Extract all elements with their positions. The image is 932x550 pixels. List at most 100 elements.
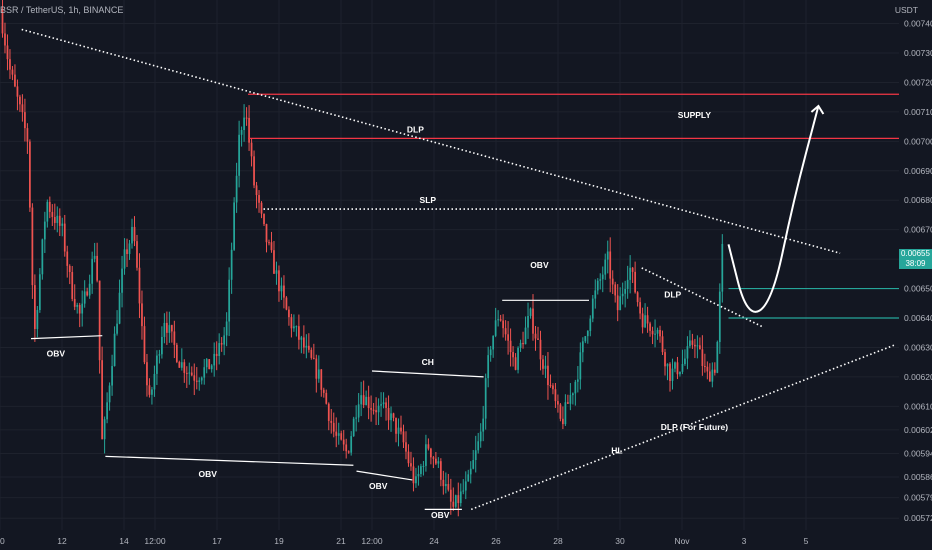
candle	[245, 117, 248, 119]
candle	[382, 402, 385, 405]
candle	[375, 410, 377, 413]
candle	[71, 272, 74, 299]
candle	[322, 389, 325, 393]
candle	[337, 433, 340, 436]
candle	[228, 279, 231, 322]
price-tick-label: 0.00579	[904, 493, 932, 503]
candle	[168, 325, 171, 333]
candle	[502, 320, 504, 329]
candle	[489, 349, 492, 356]
candle	[38, 274, 41, 311]
candles	[1, 0, 724, 517]
candle	[499, 319, 502, 321]
candle	[29, 141, 31, 208]
candle	[542, 359, 544, 369]
annotation-label: SUPPLY	[678, 110, 712, 120]
candle	[128, 243, 131, 254]
candle	[579, 352, 582, 380]
candle	[218, 343, 221, 356]
candle	[544, 365, 547, 369]
candle	[185, 372, 188, 374]
candle	[594, 290, 597, 299]
candle	[33, 285, 36, 330]
candle	[559, 404, 562, 419]
candle	[634, 271, 636, 293]
candle	[310, 349, 313, 358]
annotations: SUPPLY DLP SLP OBV DLP CH OBV OBV OBV OBV HL DLP (F…	[47, 110, 729, 520]
time-tick-label: 10	[0, 536, 5, 546]
candle	[230, 249, 233, 280]
candle	[362, 395, 365, 406]
candle	[235, 175, 238, 203]
candle	[243, 117, 245, 130]
candle	[350, 436, 353, 453]
time-tick-label: 28	[553, 536, 563, 546]
candle	[669, 363, 671, 381]
annotation-label: CH	[422, 357, 434, 367]
candle	[208, 359, 211, 370]
candle	[477, 441, 480, 451]
candle	[161, 336, 163, 355]
candle	[514, 357, 517, 370]
candle	[661, 336, 664, 353]
candle	[51, 211, 54, 217]
time-tick-label: 21	[336, 536, 346, 546]
candle	[554, 389, 557, 402]
candle	[599, 279, 602, 281]
candle	[86, 291, 89, 296]
candle	[664, 352, 666, 367]
candle	[200, 377, 203, 381]
candle	[397, 427, 400, 434]
candle	[681, 363, 684, 372]
candle	[9, 59, 11, 70]
candle	[332, 422, 335, 432]
time-tick-label: 30	[615, 536, 625, 546]
candle	[213, 353, 216, 366]
line-obv-1	[30, 335, 103, 340]
candle	[327, 403, 330, 421]
candle	[417, 473, 420, 477]
candle	[370, 408, 372, 410]
candle	[606, 251, 609, 260]
candle	[614, 284, 617, 296]
candle	[659, 329, 661, 337]
candle	[534, 333, 537, 339]
candle	[173, 331, 176, 345]
candle	[537, 338, 539, 340]
candle	[696, 345, 699, 347]
candle	[703, 365, 706, 367]
candle	[457, 495, 460, 504]
candle	[646, 315, 649, 324]
candle	[385, 402, 387, 408]
candle	[255, 185, 258, 196]
candle	[527, 316, 529, 328]
candle	[300, 337, 303, 340]
candle	[552, 385, 554, 390]
price-tick-label: 0.00640	[904, 313, 932, 323]
candle	[153, 373, 156, 390]
annotation-label: OBV	[369, 481, 388, 491]
candle	[293, 326, 295, 329]
candle	[447, 484, 450, 490]
candle	[472, 460, 475, 469]
candle	[517, 347, 519, 370]
candle	[330, 420, 333, 423]
candle	[651, 330, 654, 335]
candle	[170, 325, 173, 332]
grid-lines	[0, 0, 899, 530]
price-tick-label: 0.00670	[904, 225, 932, 235]
time-tick-label: 24	[429, 536, 439, 546]
candle	[454, 495, 457, 507]
candle	[699, 345, 701, 350]
candle	[355, 417, 358, 419]
candle	[240, 129, 243, 135]
candle	[123, 249, 126, 269]
price-tick-label: 0.00710	[904, 107, 932, 117]
price-tick-label: 0.00586	[904, 472, 932, 482]
candle	[679, 371, 681, 375]
candle	[21, 104, 24, 113]
candle	[148, 385, 151, 395]
candle	[624, 288, 627, 294]
time-axis[interactable]	[0, 530, 899, 550]
